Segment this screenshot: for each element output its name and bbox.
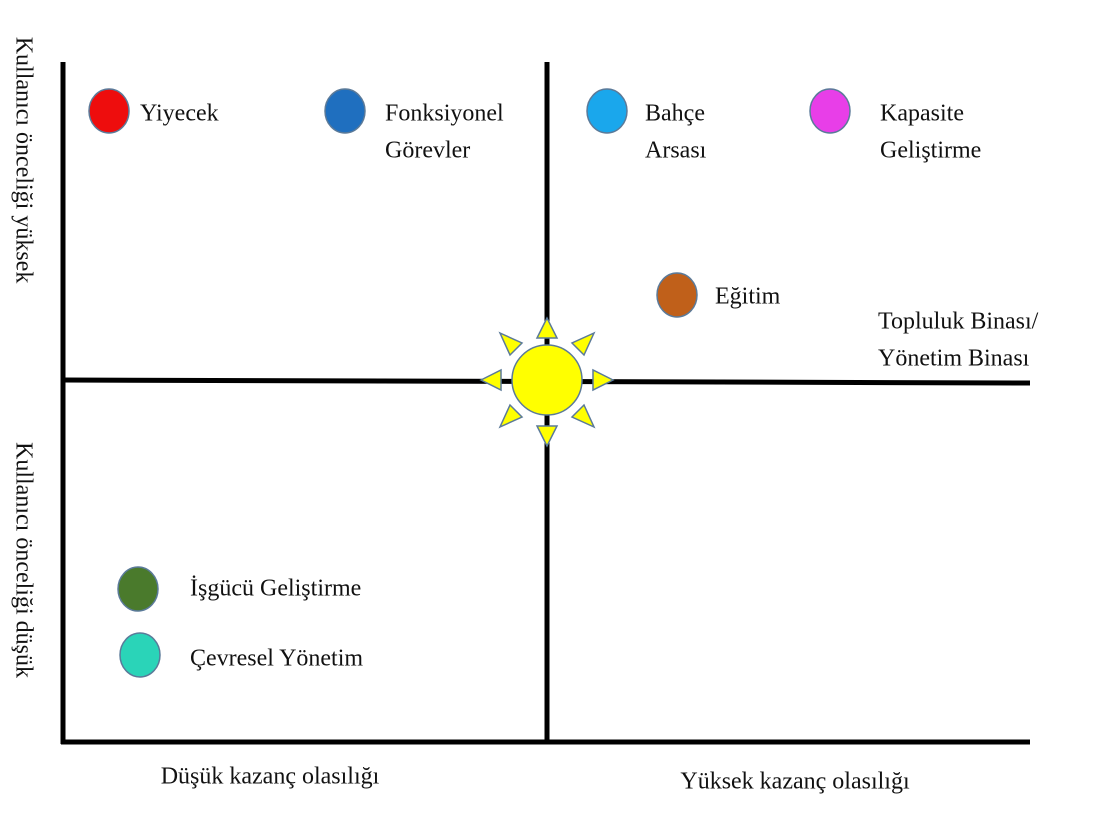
y-low-label: Kullanıcı önceliği düşük xyxy=(10,442,36,678)
item-marker xyxy=(117,566,159,612)
item-label: Arsası xyxy=(645,138,707,164)
x-low-label: Düşük kazanç olasılığı xyxy=(161,764,380,790)
item-label: Bahçe xyxy=(645,101,705,127)
item-label: Yiyecek xyxy=(140,101,219,127)
item-marker xyxy=(656,272,698,318)
item-marker xyxy=(809,88,851,134)
item-label: Yönetim Binası xyxy=(878,346,1030,372)
item-label: Çevresel Yönetim xyxy=(190,646,363,672)
item-marker xyxy=(119,632,161,678)
item-marker xyxy=(586,88,628,134)
item-label: Kapasite xyxy=(880,101,964,127)
item-marker xyxy=(88,88,130,134)
y-high-label: Kullanıcı önceliği yüksek xyxy=(10,37,36,284)
sun xyxy=(479,316,615,448)
item-label: İşgücü Geliştirme xyxy=(190,576,361,602)
item-label: Geliştirme xyxy=(880,138,981,164)
item-label: Topluluk Binası/ xyxy=(878,309,1039,335)
item-label: Görevler xyxy=(385,138,470,164)
item-marker xyxy=(324,88,366,134)
x-high-label: Yüksek kazanç olasılığı xyxy=(680,769,910,795)
item-label: Eğitim xyxy=(715,284,781,310)
item-label: Fonksiyonel xyxy=(385,101,504,127)
